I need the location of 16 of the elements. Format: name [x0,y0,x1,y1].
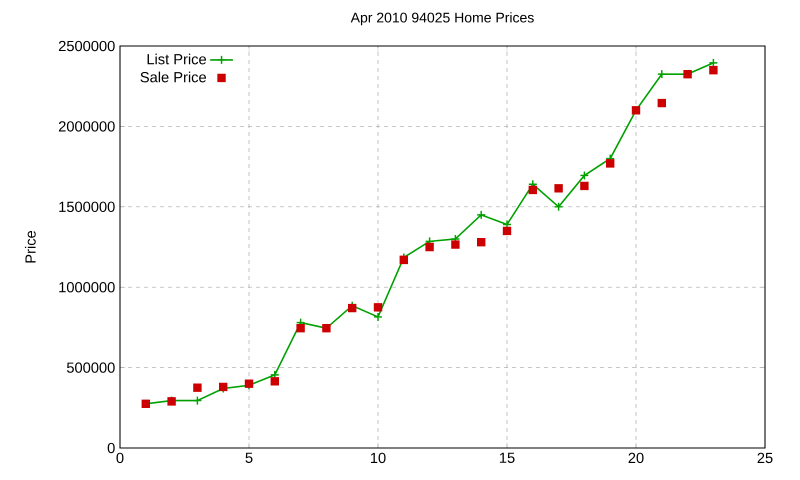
y-tick-label: 500000 [66,362,115,373]
legend-label: List Price [148,54,206,64]
y-tick-label: 1500000 [59,202,115,212]
y-tick-label: 2500000 [58,40,115,52]
x-tick-label: 25 [758,452,773,464]
x-tick-label: 10 [370,452,386,464]
x-tick-label: 0 [116,452,124,464]
x-tick-label: 15 [500,452,515,463]
y-tick-label: 1000000 [59,282,115,292]
legend-label: Sale Price [140,72,206,82]
x-tick-label: 20 [628,452,644,464]
x-tick-label: 5 [246,452,252,463]
y-axis-title: Price [24,230,36,262]
chart-title: Apr 2010 94025 Home Prices [350,12,534,26]
y-tick-label: 0 [108,442,115,454]
y-tick-label: 2000000 [58,121,115,132]
